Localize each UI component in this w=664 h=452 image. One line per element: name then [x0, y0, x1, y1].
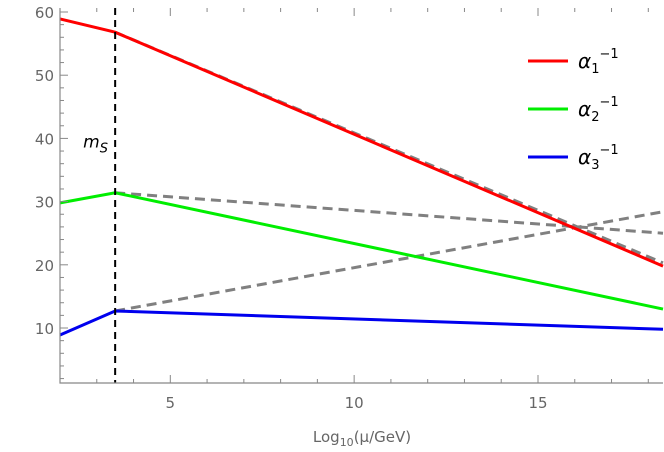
x-tick-label: 5 — [166, 394, 176, 412]
y-tick-label: 30 — [35, 194, 54, 212]
dashed-line-3 — [114, 210, 664, 313]
legend-label: α1−1 — [578, 47, 619, 77]
ms-label: mS — [83, 132, 108, 156]
x-axis-label: Log10(μ/GeV) — [313, 428, 411, 449]
dashed-lines — [114, 30, 664, 313]
y-tick-label: 60 — [35, 4, 54, 22]
series-lines — [59, 17, 664, 337]
series-line-3 — [59, 309, 664, 337]
y-tick-label: 10 — [35, 320, 54, 338]
y-tick-label: 20 — [35, 257, 54, 275]
axis-frame — [59, 8, 663, 384]
y-tick-label: 40 — [35, 130, 54, 148]
y-tick-label: 50 — [35, 67, 54, 85]
series-line-1 — [59, 17, 664, 268]
legend-label: α2−1 — [578, 95, 619, 125]
axes: 10 20 30 40 50 60 5 10 15 — [35, 4, 663, 412]
legend: α1−1 α2−1 α3−1 — [528, 47, 619, 173]
x-tick-label: 10 — [345, 394, 364, 412]
legend-label: α3−1 — [578, 143, 619, 173]
x-tick-label: 15 — [528, 394, 547, 412]
